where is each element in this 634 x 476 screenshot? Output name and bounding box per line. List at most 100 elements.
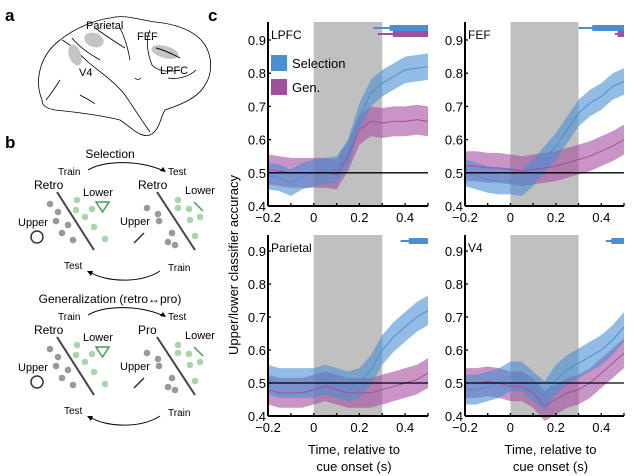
- region-label-fef: FEF: [137, 31, 158, 43]
- dot-upper: [69, 381, 77, 389]
- subplot-fef: 0.4 0.5 0.6 0.7 0.8 0.9 −0.2 0 0.2 0.4 FEF: [445, 22, 625, 225]
- y-tick-label: 0.7: [248, 310, 266, 325]
- significance-bar: [611, 238, 624, 244]
- significance-bar: [408, 238, 428, 244]
- dot-upper: [164, 383, 172, 391]
- dot-upper: [52, 217, 60, 225]
- generalization-schematic: Generalization (retro↔pro) Train Test Retro…: [18, 292, 215, 426]
- x-tick-label: 0.2: [547, 420, 565, 435]
- dot-upper: [69, 236, 77, 244]
- dot-lower: [90, 223, 98, 231]
- train-label-bottom: Train: [168, 263, 190, 274]
- x-axis-label-line2: cue onset (s): [316, 459, 391, 474]
- y-tick-label: 0.7: [248, 99, 266, 114]
- dot-lower: [101, 235, 109, 243]
- dot-upper: [143, 204, 151, 212]
- y-tick-label: 0.8: [445, 66, 463, 81]
- mean-line-selection: [464, 81, 625, 184]
- bar-stimulus-icon: [133, 377, 145, 389]
- subplot-title: FEF: [468, 28, 491, 42]
- region-v4: [68, 44, 82, 66]
- dot-lower: [90, 368, 98, 376]
- region-parietal: [84, 32, 104, 48]
- dot-upper: [58, 229, 66, 237]
- arrow-top: [87, 307, 165, 317]
- y-tick-label: 0.6: [445, 343, 463, 358]
- region-label-lpfc: LPFC: [160, 65, 188, 77]
- subplot-title: V4: [468, 241, 483, 255]
- sem-band-selection: [465, 312, 624, 412]
- x-tick-label: 0.2: [350, 210, 368, 225]
- y-tick-label: 0.6: [248, 133, 266, 148]
- y-tick-label: 0.8: [248, 66, 266, 81]
- dot-lower: [81, 358, 89, 366]
- y-tick-label: 0.8: [445, 277, 463, 292]
- legend-swatch-gen: [271, 79, 287, 95]
- test-label-bottom: Test: [64, 406, 83, 417]
- dot-upper: [168, 229, 176, 237]
- dot-lower: [191, 377, 199, 385]
- dot-lower: [88, 205, 96, 213]
- y-tick-label: 0.4: [248, 199, 266, 214]
- cond-left: Retro: [34, 178, 64, 192]
- test-label-top: Test: [168, 312, 187, 323]
- x-axis-label-line1: Time, relative to: [308, 442, 400, 457]
- dot-upper: [46, 200, 54, 208]
- dot-lower: [72, 351, 80, 359]
- triangle-stimulus-icon: [94, 346, 111, 359]
- x-tick-label: −0.2: [255, 420, 281, 435]
- schematic-title: Selection: [85, 147, 134, 161]
- dot-upper: [155, 217, 163, 225]
- dot-lower: [196, 213, 204, 221]
- x-tick-label: 0.4: [592, 210, 610, 225]
- dot-upper: [168, 374, 176, 382]
- boundary-left: [56, 191, 95, 251]
- dot-upper: [58, 374, 66, 382]
- arrowhead-top: [160, 312, 166, 317]
- dot-lower: [73, 341, 81, 349]
- dot-upper: [154, 355, 162, 363]
- circle-stimulus-icon: [30, 375, 44, 389]
- train-label-top: Train: [58, 167, 80, 178]
- x-tick-label: 0: [310, 210, 317, 225]
- x-tick-label: 0: [507, 210, 514, 225]
- x-tick-label: −0.2: [255, 210, 281, 225]
- y-tick-label: 0.5: [445, 376, 463, 391]
- dot-upper: [52, 362, 60, 370]
- upper-label-right: Upper: [120, 216, 150, 228]
- bar-stimulus-icon: [133, 232, 145, 244]
- circle-stimulus-icon: [30, 230, 44, 244]
- x-tick-label: −0.2: [452, 420, 478, 435]
- dot-lower: [174, 341, 182, 349]
- y-tick-label: 0.4: [445, 199, 463, 214]
- significance-bar: [389, 25, 428, 31]
- mean-line-selection: [267, 66, 429, 184]
- x-tick-label: −0.2: [452, 210, 478, 225]
- dot-lower: [174, 349, 182, 357]
- legend-label-gen: Gen.: [292, 80, 320, 95]
- arrow-top: [87, 162, 165, 172]
- significance-bar: [617, 31, 624, 37]
- x-tick-label: 0.2: [350, 420, 368, 435]
- schematic-title: Generalization (retro↔pro): [39, 292, 182, 306]
- principal-sulcus: [155, 47, 181, 59]
- sem-band-selection: [465, 68, 624, 197]
- mean-line-gen: [267, 372, 429, 394]
- test-label-bottom: Test: [64, 261, 83, 272]
- lower-label-left: Lower: [83, 332, 113, 344]
- boundary-right: [156, 191, 196, 251]
- train-label-top: Train: [58, 312, 80, 323]
- y-tick-label: 0.4: [248, 409, 266, 424]
- dot-lower: [191, 232, 199, 240]
- arrow-bottom: [89, 270, 161, 281]
- y-tick-label: 0.7: [445, 99, 463, 114]
- region-label-parietal: Parietal: [86, 20, 123, 32]
- lower-label-right: Lower: [185, 185, 215, 197]
- x-tick-label: 0: [507, 420, 514, 435]
- cond-left: Retro: [34, 323, 64, 337]
- dot-upper: [54, 353, 62, 361]
- boundary-right: [156, 336, 196, 396]
- panel-label-c: c: [208, 6, 217, 25]
